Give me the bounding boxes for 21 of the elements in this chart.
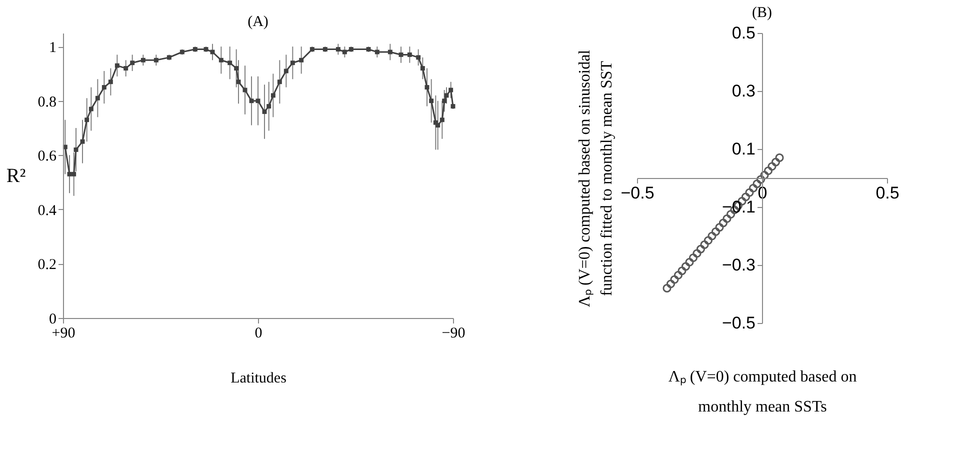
x-tick-label: −0.5	[620, 184, 654, 202]
y-tick-label: 1	[49, 40, 56, 56]
x-tick-label: 0	[254, 326, 262, 342]
y-tick-label: 0.3	[732, 82, 756, 100]
x-tick-label: +90	[52, 326, 76, 342]
y-axis-title: Λₚ (V=0) computed based on sinusoidal function fitted to monthly mean SST	[576, 49, 616, 308]
x-tick-label: 0.5	[876, 184, 900, 202]
y-tick-label: 0	[49, 312, 56, 328]
chart-title: (B)	[752, 5, 772, 21]
y-tick-label: 0.6	[38, 148, 57, 165]
chart-title: (A)	[248, 14, 268, 30]
y-axis-title: R²	[6, 165, 26, 187]
x-axis-title: Latitudes	[230, 370, 287, 386]
x-axis-title: Λₚ (V=0) computed based on monthly mean SSTs	[668, 368, 857, 416]
y-tick-label: 0.5	[732, 24, 756, 42]
y-tick-label: 0.4	[38, 202, 57, 219]
y-tick-label: 0.8	[38, 94, 56, 110]
y-tick-label: 0.1	[732, 140, 756, 158]
x-tick-label: −90	[442, 326, 466, 342]
y-tick-label: −0.3	[722, 256, 756, 274]
y-tick-label: 0.2	[38, 257, 56, 274]
